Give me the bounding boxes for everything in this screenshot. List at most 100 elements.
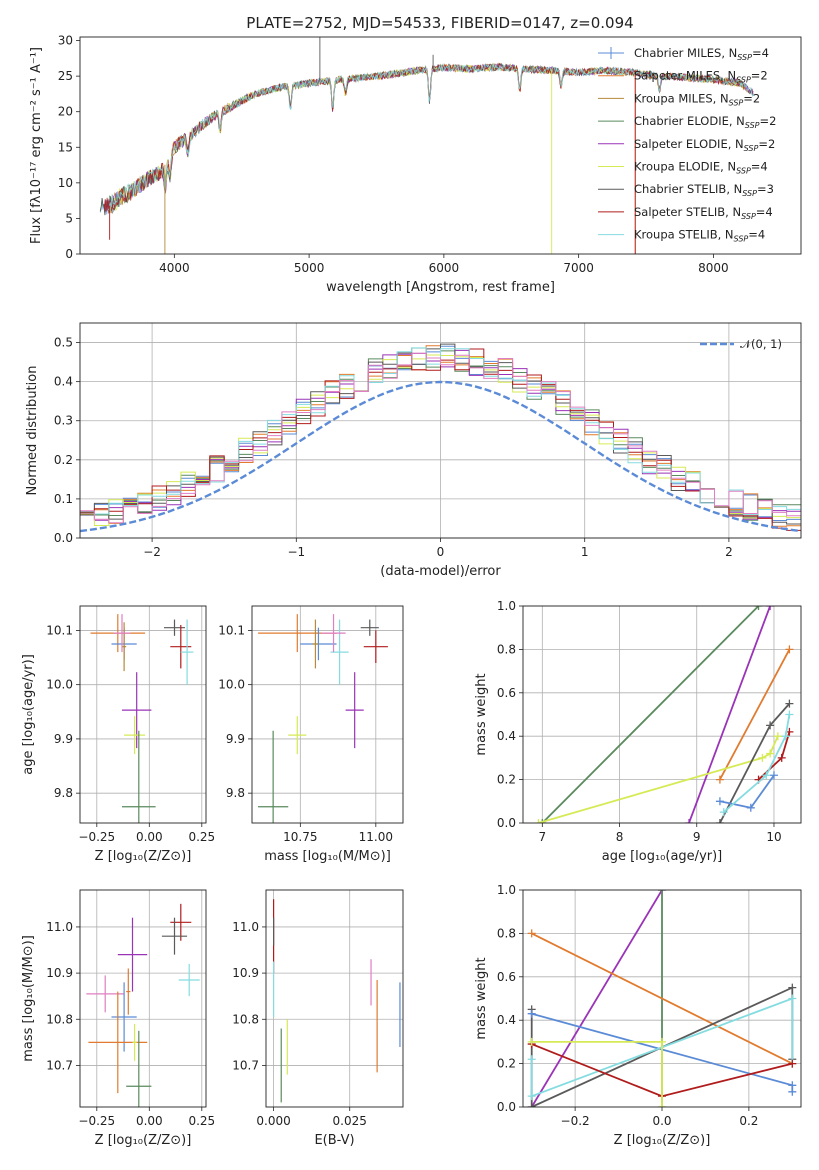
- mwZ-marker-7-1: [658, 1037, 666, 1046]
- ageZ-ytick-label-1: 9.9: [54, 732, 73, 746]
- mwAge-marker-2-0: [715, 775, 724, 784]
- spectrum-ytick-label-0: 0: [65, 247, 73, 261]
- residuals-hist-group: [80, 343, 801, 538]
- ageZ-ytick-label-3: 10.1: [46, 623, 73, 637]
- residuals-ytick-label-0: 0.0: [54, 531, 73, 545]
- legend-label-0: Chabrier MILES, NSSP=4: [634, 46, 769, 62]
- massZ-ytick-label-1: 10.8: [46, 1012, 73, 1026]
- mwZ-ytick-label-3: 0.6: [497, 970, 516, 984]
- mwZ-marker-3-1: [527, 1103, 536, 1107]
- massE-ytick-label-0: 10.7: [232, 1058, 259, 1072]
- mwZ-xtick-label-0: −0.2: [561, 1114, 590, 1128]
- residuals-frame: [79, 322, 802, 539]
- mwZ-ytick-label-2: 0.4: [497, 1013, 516, 1027]
- spectrum-xtick-label-4: 8000: [698, 261, 729, 275]
- mwAge-marker-1-1: [766, 606, 775, 610]
- mwAge-line-3: [538, 735, 779, 823]
- mwAge-marker-7-3: [785, 710, 794, 719]
- spectrum-series-group: [99, 37, 754, 254]
- mass-weight-vs-metallicity-panel: −0.2 0.0 0.2 0.0 0.2 0.4 0.6 0.8 1.0 Z [log₁₀(Z/Z…: [474, 883, 802, 1148]
- mwAge-ylabel: mass weight: [474, 673, 489, 755]
- mwAge-ytick-label-3: 0.6: [497, 686, 516, 700]
- spectrum-panel: 4000 5000 6000 7000 8000 0 5 10 15 20 25 30 waveleng…: [29, 34, 802, 295]
- legend-label-7: Salpeter STELIB, NSSP=4: [634, 205, 773, 221]
- mwAge-marker-0-0: [538, 819, 547, 823]
- massE-xlabel: E(B-V): [314, 1133, 354, 1148]
- age-vs-metallicity-panel: −0.25 0.00 0.25 9.8 9.9 10.0 10.1 Z [log₁₀(Z/Z⊙…: [21, 605, 215, 864]
- mwAge-marker-6-0: [715, 797, 724, 806]
- residuals-ytick-label-5: 0.5: [54, 336, 73, 350]
- mwZ-ytick-label-0: 0.0: [497, 1100, 516, 1114]
- spectrum-series-5: [107, 62, 746, 213]
- mwZ-ytick-label-4: 0.8: [497, 926, 516, 940]
- residuals-panel: −2 −1 0 1 2 0.0 0.1 0.2 0.3 0.4 0.5 (data-model)/er…: [25, 322, 802, 579]
- mwAge-xtick-label-3: 10: [766, 830, 781, 844]
- mwZ-line-2: [531, 932, 793, 1065]
- massZ-ytick-label-2: 10.9: [46, 966, 73, 980]
- spectrum-ytick-label-3: 15: [58, 140, 73, 154]
- massZ-ylabel: mass [log₁₀(M/M⊙)]: [21, 935, 36, 1062]
- mwZ-marker-1-1: [658, 890, 666, 894]
- ageM-ytick-label-1: 9.9: [226, 732, 245, 746]
- mwZ-ylabel: mass weight: [474, 957, 489, 1039]
- mwAge-lines-group: [534, 606, 794, 823]
- spectrum-ytick-label-2: 10: [58, 176, 73, 190]
- mass-vs-ebv-panel: 0.000 0.025 10.7 10.8 10.9 11.0 E(B-V): [232, 889, 404, 1148]
- mwAge-marker-0-1: [754, 606, 763, 610]
- massZ-points-group: [86, 903, 200, 1107]
- legend-label-5: Kroupa ELODIE, NSSP=4: [634, 160, 768, 176]
- mwAge-line-1: [688, 606, 771, 823]
- spectrum-ytick-label-5: 25: [58, 69, 73, 83]
- ageM-ytick-label-0: 9.8: [226, 786, 245, 800]
- mwAge-ytick-label-5: 1.0: [497, 599, 516, 613]
- mwAge-marker-3-2: [766, 749, 775, 758]
- massE-points-group: [273, 899, 401, 1103]
- ageM-xtick-label-0: 10.75: [283, 830, 317, 844]
- mwAge-xtick-label-0: 7: [538, 830, 546, 844]
- ageM-points-group: [258, 614, 388, 823]
- ageM-xlabel: mass [log₁₀(M/M⊙)]: [264, 849, 391, 864]
- ageM-ytick-label-3: 10.1: [218, 623, 245, 637]
- mwAge-line-2: [719, 648, 791, 781]
- massE-ytick-label-1: 10.8: [232, 1012, 259, 1026]
- mwZ-marker-5-1: [527, 1092, 536, 1101]
- massE-ytick-label-2: 10.9: [232, 966, 259, 980]
- mwZ-ytick-label-1: 0.2: [497, 1057, 516, 1071]
- mwZ-frame: [522, 889, 802, 1108]
- spectrum-ylabel: Flux [fλ10⁻¹⁷ erg cm⁻² s⁻¹ A⁻¹]: [29, 47, 44, 244]
- mwAge-marker-3-1: [758, 753, 767, 762]
- massZ-xlabel: Z [log₁₀(Z/Z⊙)]: [95, 1133, 192, 1148]
- residuals-normal-curve: [80, 380, 801, 533]
- ageZ-points-group: [90, 614, 194, 823]
- massE-xtick-label-0: 0.000: [256, 1114, 290, 1128]
- mwZ-marker-7-0: [527, 1037, 536, 1046]
- residuals-ytick-label-1: 0.1: [54, 492, 73, 506]
- spectrum-xtick-label-1: 5000: [294, 261, 325, 275]
- ageZ-ytick-label-0: 9.8: [54, 786, 73, 800]
- ageZ-ytick-label-2: 10.0: [46, 678, 73, 692]
- ageZ-xtick-label-0: −0.25: [78, 830, 115, 844]
- age-vs-mass-panel: 10.75 11.00 9.8 9.9 10.0 10.1 mass [log₁₀(M/M⊙…: [218, 605, 404, 864]
- mwZ-lines-group: [527, 890, 797, 1107]
- spectrum-series-7: [103, 62, 747, 212]
- residuals-xtick-label-2: 0: [437, 545, 445, 559]
- legend-label-1: Salpeter MILES, NSSP=2: [634, 69, 768, 85]
- mwAge-marker-3-3: [773, 732, 782, 741]
- massZ-xtick-label-0: −0.25: [78, 1114, 115, 1128]
- mwAge-line-0: [541, 606, 760, 823]
- mwAge-xtick-label-1: 8: [616, 830, 624, 844]
- mwZ-marker-4-0: [527, 1009, 536, 1018]
- mwZ-marker-4-2: [788, 1087, 797, 1096]
- spectrum-ytick-label-4: 20: [58, 105, 73, 119]
- mass-weight-vs-age-panel: 7 8 9 10 0.0 0.2 0.4 0.6 0.8 1.0 age [log₁₀(age/yr…: [474, 599, 802, 864]
- residuals-legend-label: 𝒩(0, 1): [740, 337, 782, 351]
- residuals-ytick-label-4: 0.4: [54, 375, 73, 389]
- spectrum-xtick-label-2: 6000: [429, 261, 460, 275]
- mwZ-xlabel: Z [log₁₀(Z/Z⊙)]: [614, 1133, 711, 1148]
- residuals-ylabel: Normed distribution: [25, 366, 40, 496]
- massZ-ytick-label-0: 10.7: [46, 1058, 73, 1072]
- massE-xtick-label-1: 0.025: [333, 1114, 367, 1128]
- residuals-ytick-label-2: 0.2: [54, 453, 73, 467]
- massZ-xtick-label-1: 0.00: [136, 1114, 163, 1128]
